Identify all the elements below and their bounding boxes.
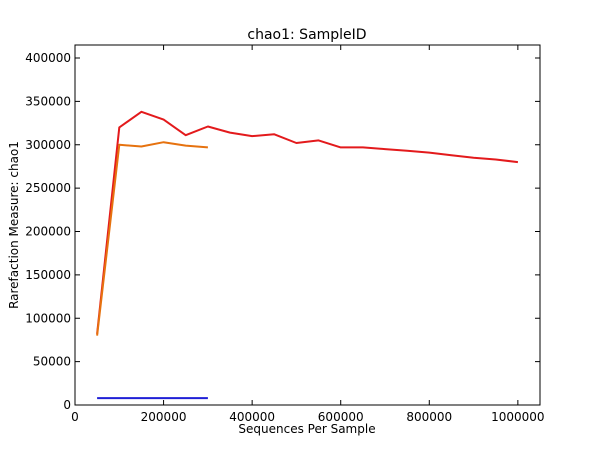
y-tick-label: 250000 (25, 181, 71, 195)
series-line-1 (96, 110, 519, 335)
chart-title: chao1: SampleID (247, 27, 366, 43)
x-tick-label: 200000 (141, 410, 187, 424)
x-tick-label: 0 (71, 410, 79, 424)
y-axis-label: Rarefaction Measure: chao1 (7, 141, 21, 309)
y-tick-label: 300000 (25, 138, 71, 152)
plot-lines (96, 110, 519, 400)
x-tick-label: 800000 (406, 410, 452, 424)
y-tick-label: 150000 (25, 268, 71, 282)
y-tick-label: 50000 (33, 355, 71, 369)
y-tick-label: 350000 (25, 94, 71, 108)
x-axis-label: Sequences Per Sample (238, 422, 375, 436)
y-tick-label: 200000 (25, 225, 71, 239)
x-axis-ticks: 0 200000 400000 600000 800000 1000000 (71, 45, 545, 424)
x-tick-label: 400000 (229, 410, 275, 424)
plot-frame (74, 44, 541, 406)
y-tick-label: 0 (63, 398, 71, 412)
y-tick-label: 400000 (25, 51, 71, 65)
series-line-2 (96, 141, 208, 336)
y-axis-ticks: 0 50000 100000 150000 200000 250000 300000 3500… (25, 51, 540, 412)
x-tick-label: 600000 (318, 410, 364, 424)
x-tick-label: 1000000 (491, 410, 544, 424)
y-tick-label: 100000 (25, 311, 71, 325)
